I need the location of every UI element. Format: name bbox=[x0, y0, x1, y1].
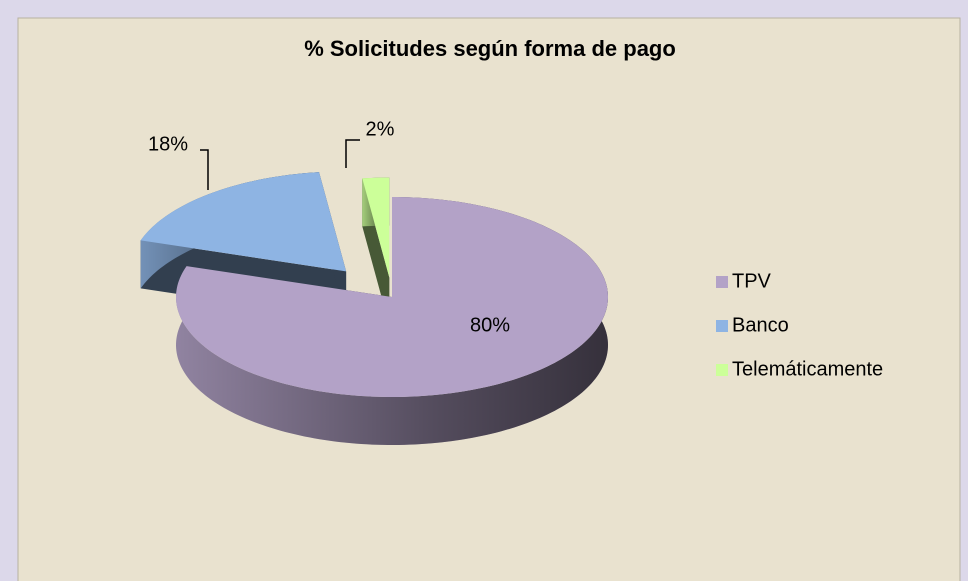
data-label: 80% bbox=[470, 314, 510, 336]
data-label: 2% bbox=[366, 118, 395, 140]
leader-line bbox=[200, 149, 209, 190]
data-label: 18% bbox=[148, 133, 188, 155]
legend-swatch bbox=[716, 320, 728, 332]
legend-label: Telemáticamente bbox=[732, 358, 883, 380]
slice bbox=[140, 172, 347, 272]
legend-swatch bbox=[716, 364, 728, 376]
slice bbox=[362, 177, 390, 278]
legend-label: Banco bbox=[732, 314, 789, 336]
legend-swatch bbox=[716, 276, 728, 288]
chart-title: % Solicitudes según forma de pago bbox=[304, 36, 676, 61]
legend-label: TPV bbox=[732, 270, 772, 292]
pie: 80% 18% 2% bbox=[140, 118, 608, 445]
slice bbox=[176, 197, 608, 397]
legend: TPV Banco Telemáticamente bbox=[716, 270, 883, 380]
leader-line bbox=[345, 139, 360, 168]
